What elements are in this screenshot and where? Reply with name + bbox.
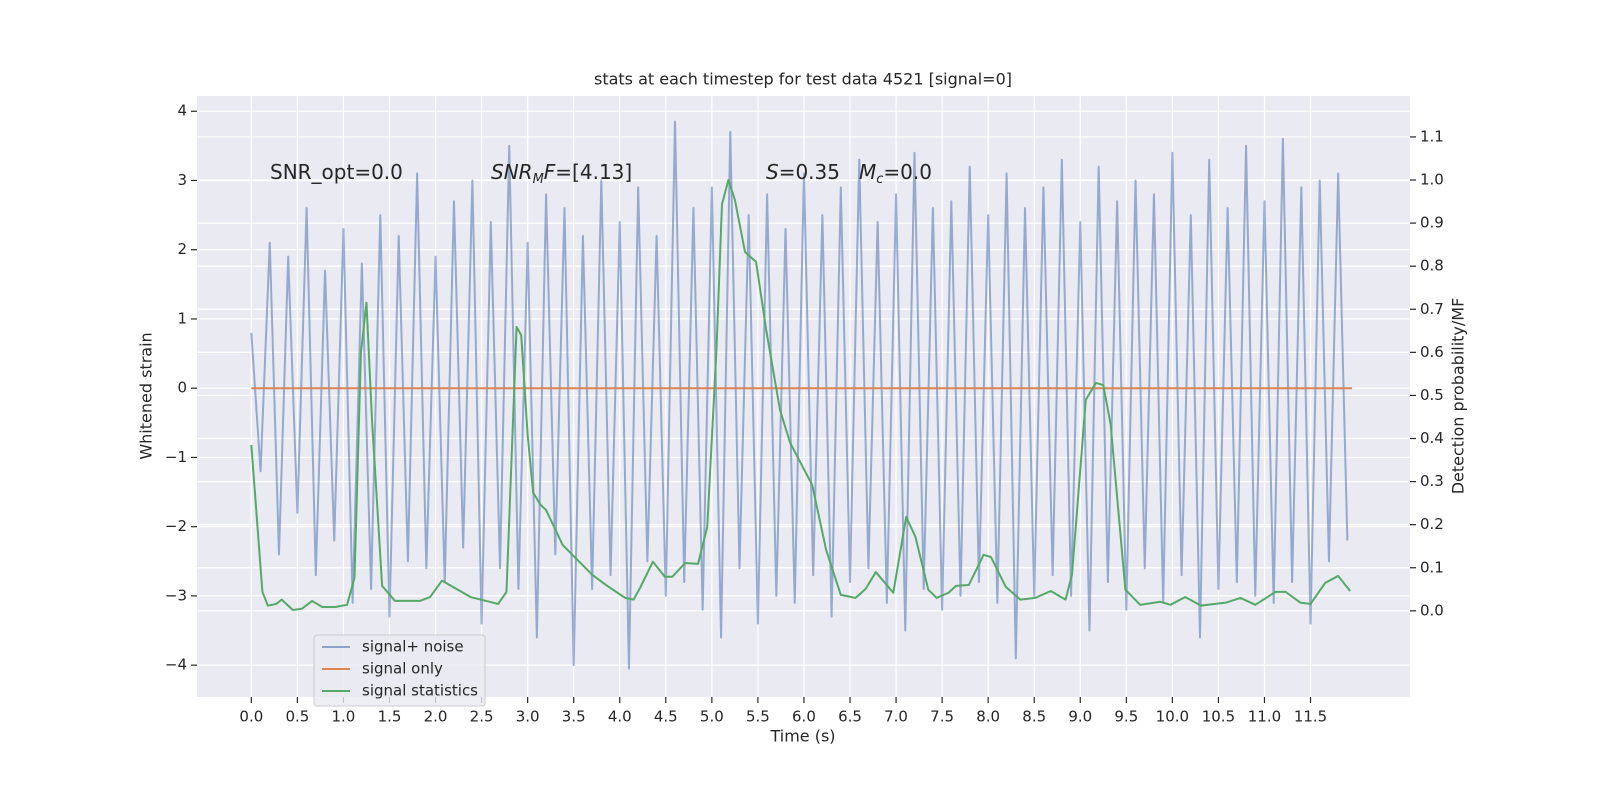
y2-tick-label: 0.7 (1420, 300, 1444, 318)
y-tick-label: −2 (165, 517, 187, 535)
x-tick-label: 3.5 (562, 708, 586, 726)
x-tick-label: 7.5 (930, 708, 954, 726)
x-tick-label: 8.0 (976, 708, 1000, 726)
y2-tick-label: 0.4 (1420, 429, 1444, 447)
y-tick-label: 1 (177, 309, 187, 327)
annotation-part: c (876, 172, 883, 187)
y2-tick-label: 0.2 (1420, 515, 1444, 533)
annotation-part: F (544, 160, 556, 184)
x-axis-label: Time (s) (769, 727, 835, 746)
x-tick-label: 4.5 (654, 708, 678, 726)
x-tick-label: 8.5 (1022, 708, 1046, 726)
annotation-part: =[4.13] (555, 160, 632, 184)
x-tick-label: 2.5 (470, 708, 494, 726)
annotation-part: S (766, 160, 779, 184)
y2-tick-label: 0.1 (1420, 558, 1444, 576)
x-tick-label: 3.0 (516, 708, 540, 726)
annotation-part: SNR (491, 160, 533, 184)
y-tick-label: 2 (177, 240, 187, 258)
y2-tick-label: 0.0 (1420, 601, 1444, 619)
chart-title: stats at each timestep for test data 452… (594, 70, 1012, 89)
legend-box (313, 634, 486, 707)
y2-tick-label: 1.0 (1420, 171, 1444, 189)
y2-axis-label: Detection probability/MF (1449, 298, 1468, 495)
legend-label: signal+ noise (362, 638, 464, 656)
annotation-part: SNR_opt=0.0 (270, 160, 403, 184)
y-tick-label: 3 (177, 171, 187, 189)
annotation-part: M (859, 160, 876, 184)
x-tick-label: 5.0 (700, 708, 724, 726)
x-tick-label: 7.0 (884, 708, 908, 726)
y2-tick-label: 0.5 (1420, 386, 1444, 404)
annotation: S=0.35 (766, 160, 840, 184)
x-tick-label: 11.5 (1294, 708, 1327, 726)
x-tick-label: 2.0 (424, 708, 448, 726)
legend-label: signal only (362, 660, 443, 678)
x-tick-label: 4.0 (608, 708, 632, 726)
y-tick-label: −3 (165, 586, 187, 604)
y-tick-label: −1 (165, 448, 187, 466)
y2-tick-label: 0.9 (1420, 214, 1444, 232)
x-tick-label: 6.0 (792, 708, 816, 726)
annotation-part: M (533, 172, 544, 187)
x-tick-label: 5.5 (746, 708, 770, 726)
y2-tick-label: 0.3 (1420, 472, 1444, 490)
x-tick-label: 1.0 (332, 708, 356, 726)
x-tick-label: 0.5 (285, 708, 309, 726)
x-tick-label: 0.0 (239, 708, 263, 726)
y2-tick-label: 0.8 (1420, 257, 1444, 275)
annotation: SNRMF=[4.13] (491, 160, 632, 187)
y-tick-label: 4 (177, 102, 187, 120)
y2-tick-label: 1.1 (1420, 127, 1444, 145)
x-tick-label: 9.5 (1114, 708, 1138, 726)
y-tick-label: 0 (177, 379, 187, 397)
x-tick-label: 11.0 (1248, 708, 1281, 726)
y2-tick-label: 0.6 (1420, 343, 1444, 361)
annotation-part: =0.35 (779, 160, 840, 184)
annotation: SNR_opt=0.0 (270, 160, 403, 184)
y-axis-label: Whitened strain (137, 332, 156, 459)
legend-label: signal statistics (362, 682, 478, 700)
y-tick-label: −4 (165, 656, 187, 674)
annotation-part: =0.0 (883, 160, 932, 184)
x-tick-label: 10.5 (1202, 708, 1235, 726)
x-tick-label: 10.0 (1156, 708, 1189, 726)
annotation: Mc=0.0 (859, 160, 932, 187)
x-tick-label: 6.5 (838, 708, 862, 726)
x-tick-label: 1.5 (378, 708, 402, 726)
x-tick-label: 9.0 (1068, 708, 1092, 726)
series-line (250, 179, 1351, 611)
